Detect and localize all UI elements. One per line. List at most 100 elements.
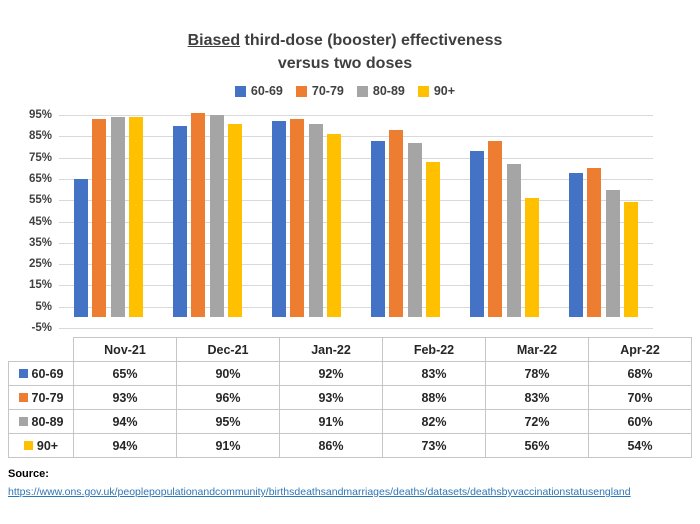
chart-title-underlined-word: Biased xyxy=(187,32,241,49)
gridline xyxy=(59,264,653,266)
bar-60-69-Dec-21 xyxy=(172,125,187,318)
table-cell: 73% xyxy=(382,433,486,458)
chart-title-line1: Biased third-dose (booster) effectivenes… xyxy=(0,29,690,52)
chart-title: Biased third-dose (booster) effectivenes… xyxy=(0,29,690,75)
plot-area xyxy=(59,112,653,329)
legend-item-90+: 90+ xyxy=(417,84,456,98)
gridline xyxy=(59,200,653,202)
table-cell: 92% xyxy=(279,361,383,386)
bar-80-89-Nov-21 xyxy=(110,117,125,318)
bar-90+-Feb-22 xyxy=(426,161,441,318)
gridline xyxy=(59,285,653,287)
bar-70-79-Feb-22 xyxy=(389,129,404,318)
table-header-cell: Apr-22 xyxy=(588,337,692,362)
gridline xyxy=(59,328,653,329)
table-cell: 90% xyxy=(176,361,280,386)
table-cell: 56% xyxy=(485,433,589,458)
y-axis-tick-label: 15% xyxy=(28,279,52,292)
table-cell: 93% xyxy=(73,385,177,410)
data-table: Nov-21 Dec-21 Jan-22 Feb-22 Mar-22 Apr-22 60-6… xyxy=(8,337,692,458)
y-axis-tick-label: 75% xyxy=(28,151,52,164)
row-label-text: 70-79 xyxy=(31,390,64,405)
source-block: Source: https://www.ons.gov.uk/peoplepop… xyxy=(8,466,696,500)
bar-60-69-Feb-22 xyxy=(370,140,385,318)
table-cell: 94% xyxy=(73,433,177,458)
table-cell: 96% xyxy=(176,385,280,410)
chart-title-line1-rest: third-dose (booster) effectiveness xyxy=(240,32,503,49)
table-header-cell: Jan-22 xyxy=(279,337,383,362)
table-cell: 72% xyxy=(485,409,589,434)
row-swatch-icon xyxy=(18,369,28,378)
y-axis-tick-label: 65% xyxy=(28,172,52,185)
row-label-text: 80-89 xyxy=(31,414,64,429)
table-cell: 70% xyxy=(588,385,692,410)
legend-swatch-icon xyxy=(295,85,307,97)
table-cell: 93% xyxy=(279,385,383,410)
bar-60-69-Apr-22 xyxy=(568,172,583,318)
table-row: 80-89 94% 95% 91% 82% 72% 60% xyxy=(8,409,692,434)
bar-70-79-Mar-22 xyxy=(488,140,503,318)
bar-70-79-Jan-22 xyxy=(290,119,305,318)
table-row: 90+ 94% 91% 86% 73% 56% 54% xyxy=(8,433,692,458)
bar-60-69-Jan-22 xyxy=(271,121,286,318)
table-header-cell: Feb-22 xyxy=(382,337,486,362)
y-axis-tick-label: 45% xyxy=(28,215,52,228)
y-axis-tick-label: -5% xyxy=(31,322,52,334)
row-label-90+: 90+ xyxy=(8,433,74,458)
bar-90+-Jan-22 xyxy=(327,134,342,318)
bar-70-79-Dec-21 xyxy=(191,112,206,318)
table-cell: 78% xyxy=(485,361,589,386)
y-axis-tick-label: 5% xyxy=(35,300,52,313)
table-header-cell: Mar-22 xyxy=(485,337,589,362)
table-cell: 83% xyxy=(485,385,589,410)
legend-item-70-79: 70-79 xyxy=(295,84,344,98)
table-row: 60-69 65% 90% 92% 83% 78% 68% xyxy=(8,361,692,386)
legend-label: 90+ xyxy=(433,84,456,98)
bar-80-89-Apr-22 xyxy=(605,189,620,318)
gridline xyxy=(59,136,653,138)
bar-60-69-Mar-22 xyxy=(469,151,484,318)
row-swatch-icon xyxy=(18,393,28,402)
table-cell: 91% xyxy=(176,433,280,458)
y-axis-tick-label: 55% xyxy=(28,194,52,207)
source-label: Source: xyxy=(8,468,49,480)
bar-90+-Mar-22 xyxy=(525,198,540,318)
bar-90+-Nov-21 xyxy=(129,117,144,318)
y-axis-tick-label: 85% xyxy=(28,130,52,143)
legend-item-60-69: 60-69 xyxy=(234,84,283,98)
gridline xyxy=(59,157,653,159)
gridline xyxy=(59,306,653,308)
bar-80-89-Feb-22 xyxy=(407,142,422,318)
table-cell: 65% xyxy=(73,361,177,386)
row-label-60-69: 60-69 xyxy=(8,361,74,386)
legend-label: 60-69 xyxy=(250,84,283,98)
table-header-cell: Nov-21 xyxy=(73,337,177,362)
y-axis-tick-label: 35% xyxy=(28,236,52,249)
legend-label: 70-79 xyxy=(311,84,344,98)
legend-swatch-icon xyxy=(356,85,368,97)
table-cell: 86% xyxy=(279,433,383,458)
legend-label: 80-89 xyxy=(372,84,405,98)
row-swatch-icon xyxy=(23,441,33,450)
table-cell: 91% xyxy=(279,409,383,434)
table-cell: 95% xyxy=(176,409,280,434)
legend-item-80-89: 80-89 xyxy=(356,84,405,98)
bar-80-89-Dec-21 xyxy=(209,115,224,318)
gridline xyxy=(59,242,653,244)
bar-90+-Dec-21 xyxy=(228,123,243,318)
bar-60-69-Nov-21 xyxy=(73,178,88,318)
legend-swatch-icon xyxy=(417,85,429,97)
gridline xyxy=(59,221,653,223)
table-cell: 60% xyxy=(588,409,692,434)
gridline xyxy=(59,178,653,180)
chart-legend: 60-69 70-79 80-89 90+ xyxy=(0,84,690,98)
row-label-70-79: 70-79 xyxy=(8,385,74,410)
legend-swatch-icon xyxy=(234,85,246,97)
y-axis-tick-label: 95% xyxy=(28,109,52,121)
y-axis-labels: 95% 85% 75% 65% 55% 45% 35% 25% 15% 5% -5% xyxy=(0,109,52,334)
source-link[interactable]: https://www.ons.gov.uk/peoplepopulationa… xyxy=(8,486,631,498)
table-cell: 54% xyxy=(588,433,692,458)
table-cell: 88% xyxy=(382,385,486,410)
table-header-cell: Dec-21 xyxy=(176,337,280,362)
table-cell: 82% xyxy=(382,409,486,434)
